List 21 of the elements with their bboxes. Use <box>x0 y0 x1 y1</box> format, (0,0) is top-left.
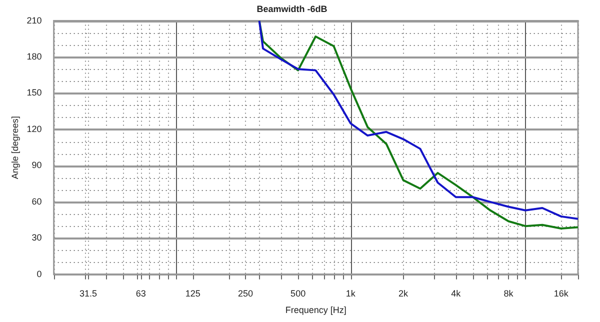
x-axis-title: Frequency [Hz] <box>285 305 346 316</box>
y-tick-label: 90 <box>32 160 42 170</box>
y-axis-title: Angle [degrees] <box>10 116 20 180</box>
x-tick-label: 31.5 <box>80 288 98 298</box>
x-tick-label: 1k <box>346 288 356 298</box>
x-tick-label: 8k <box>504 288 514 298</box>
y-tick-label: 210 <box>26 15 42 26</box>
chart-title: Beamwidth -6dB <box>256 4 328 14</box>
x-tick-label: 63 <box>136 288 146 298</box>
y-tick-label: 30 <box>32 232 42 243</box>
y-tick-label: 120 <box>26 124 42 134</box>
x-tick-label: 4k <box>451 288 462 298</box>
x-tick-label: 500 <box>290 288 306 298</box>
x-tick-label: 2k <box>398 288 409 298</box>
x-tick-label: 250 <box>238 288 253 298</box>
y-tick-label: 0 <box>36 268 42 279</box>
y-tick-label: 60 <box>32 196 42 206</box>
y-tick-label: 150 <box>26 88 42 98</box>
x-tick-label: 125 <box>185 288 200 298</box>
y-tick-label: 180 <box>26 52 42 62</box>
x-tick-label: 16k <box>554 288 569 298</box>
